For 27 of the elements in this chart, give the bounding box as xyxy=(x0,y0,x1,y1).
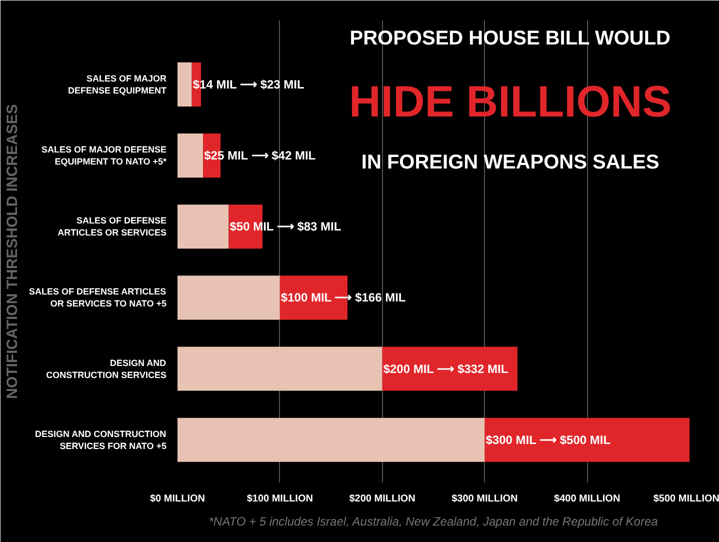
y-tick-label: SALES OF DEFENSE ARTICLES OR SERVICES xyxy=(58,216,167,238)
text: HIDE BILLIONS xyxy=(348,78,672,127)
y-tick-label: SALES OF MAJOR DEFENSE EQUIPMENT xyxy=(68,73,167,96)
y-axis-title: NOTIFICATION THRESHOLD INCREASES xyxy=(4,104,21,399)
annotation: $300 MIL ⟶ $500 MIL xyxy=(486,432,611,447)
x-tick-label: $100 MILLION xyxy=(246,494,313,504)
bar xyxy=(178,418,485,462)
x-tick-label: $400 MILLION xyxy=(554,494,620,504)
y-tick-label: SALES OF DEFENSE ARTICLES OR SERVICES TO NATO +5 xyxy=(28,286,167,309)
bar xyxy=(382,346,518,391)
bar xyxy=(178,134,204,178)
y-tick-label: DESIGN AND CONSTRUCTION SERVICES FOR NATO +5 xyxy=(35,428,167,451)
bar xyxy=(178,276,280,320)
chart-title: PROPOSED HOUSE BILL WOULD xyxy=(350,27,671,50)
annotation: IN FOREIGN WEAPONS SALES xyxy=(361,152,660,174)
bar xyxy=(484,418,690,462)
bar xyxy=(178,62,192,107)
x-tick-label: $200 MILLION xyxy=(349,494,416,504)
x-tick-label: $500 MILLION xyxy=(653,494,719,504)
y-tick-label: DESIGN AND CONSTRUCTION SERVICES xyxy=(46,358,167,380)
text: *NATO + 5 includes Israel, Australia, New Zealand, Japan and the Republic of Korea xyxy=(208,514,658,528)
y-tick-label: SALES OF MAJOR DEFENSE EQUIPMENT TO NATO +5* xyxy=(41,144,167,167)
bar xyxy=(178,204,229,249)
x-tick-label: $300 MILLION xyxy=(452,494,518,504)
annotation: $200 MIL ⟶ $332 MIL xyxy=(383,362,508,376)
x-tick-label: $0 MILLION xyxy=(150,494,206,504)
bar xyxy=(178,346,382,391)
